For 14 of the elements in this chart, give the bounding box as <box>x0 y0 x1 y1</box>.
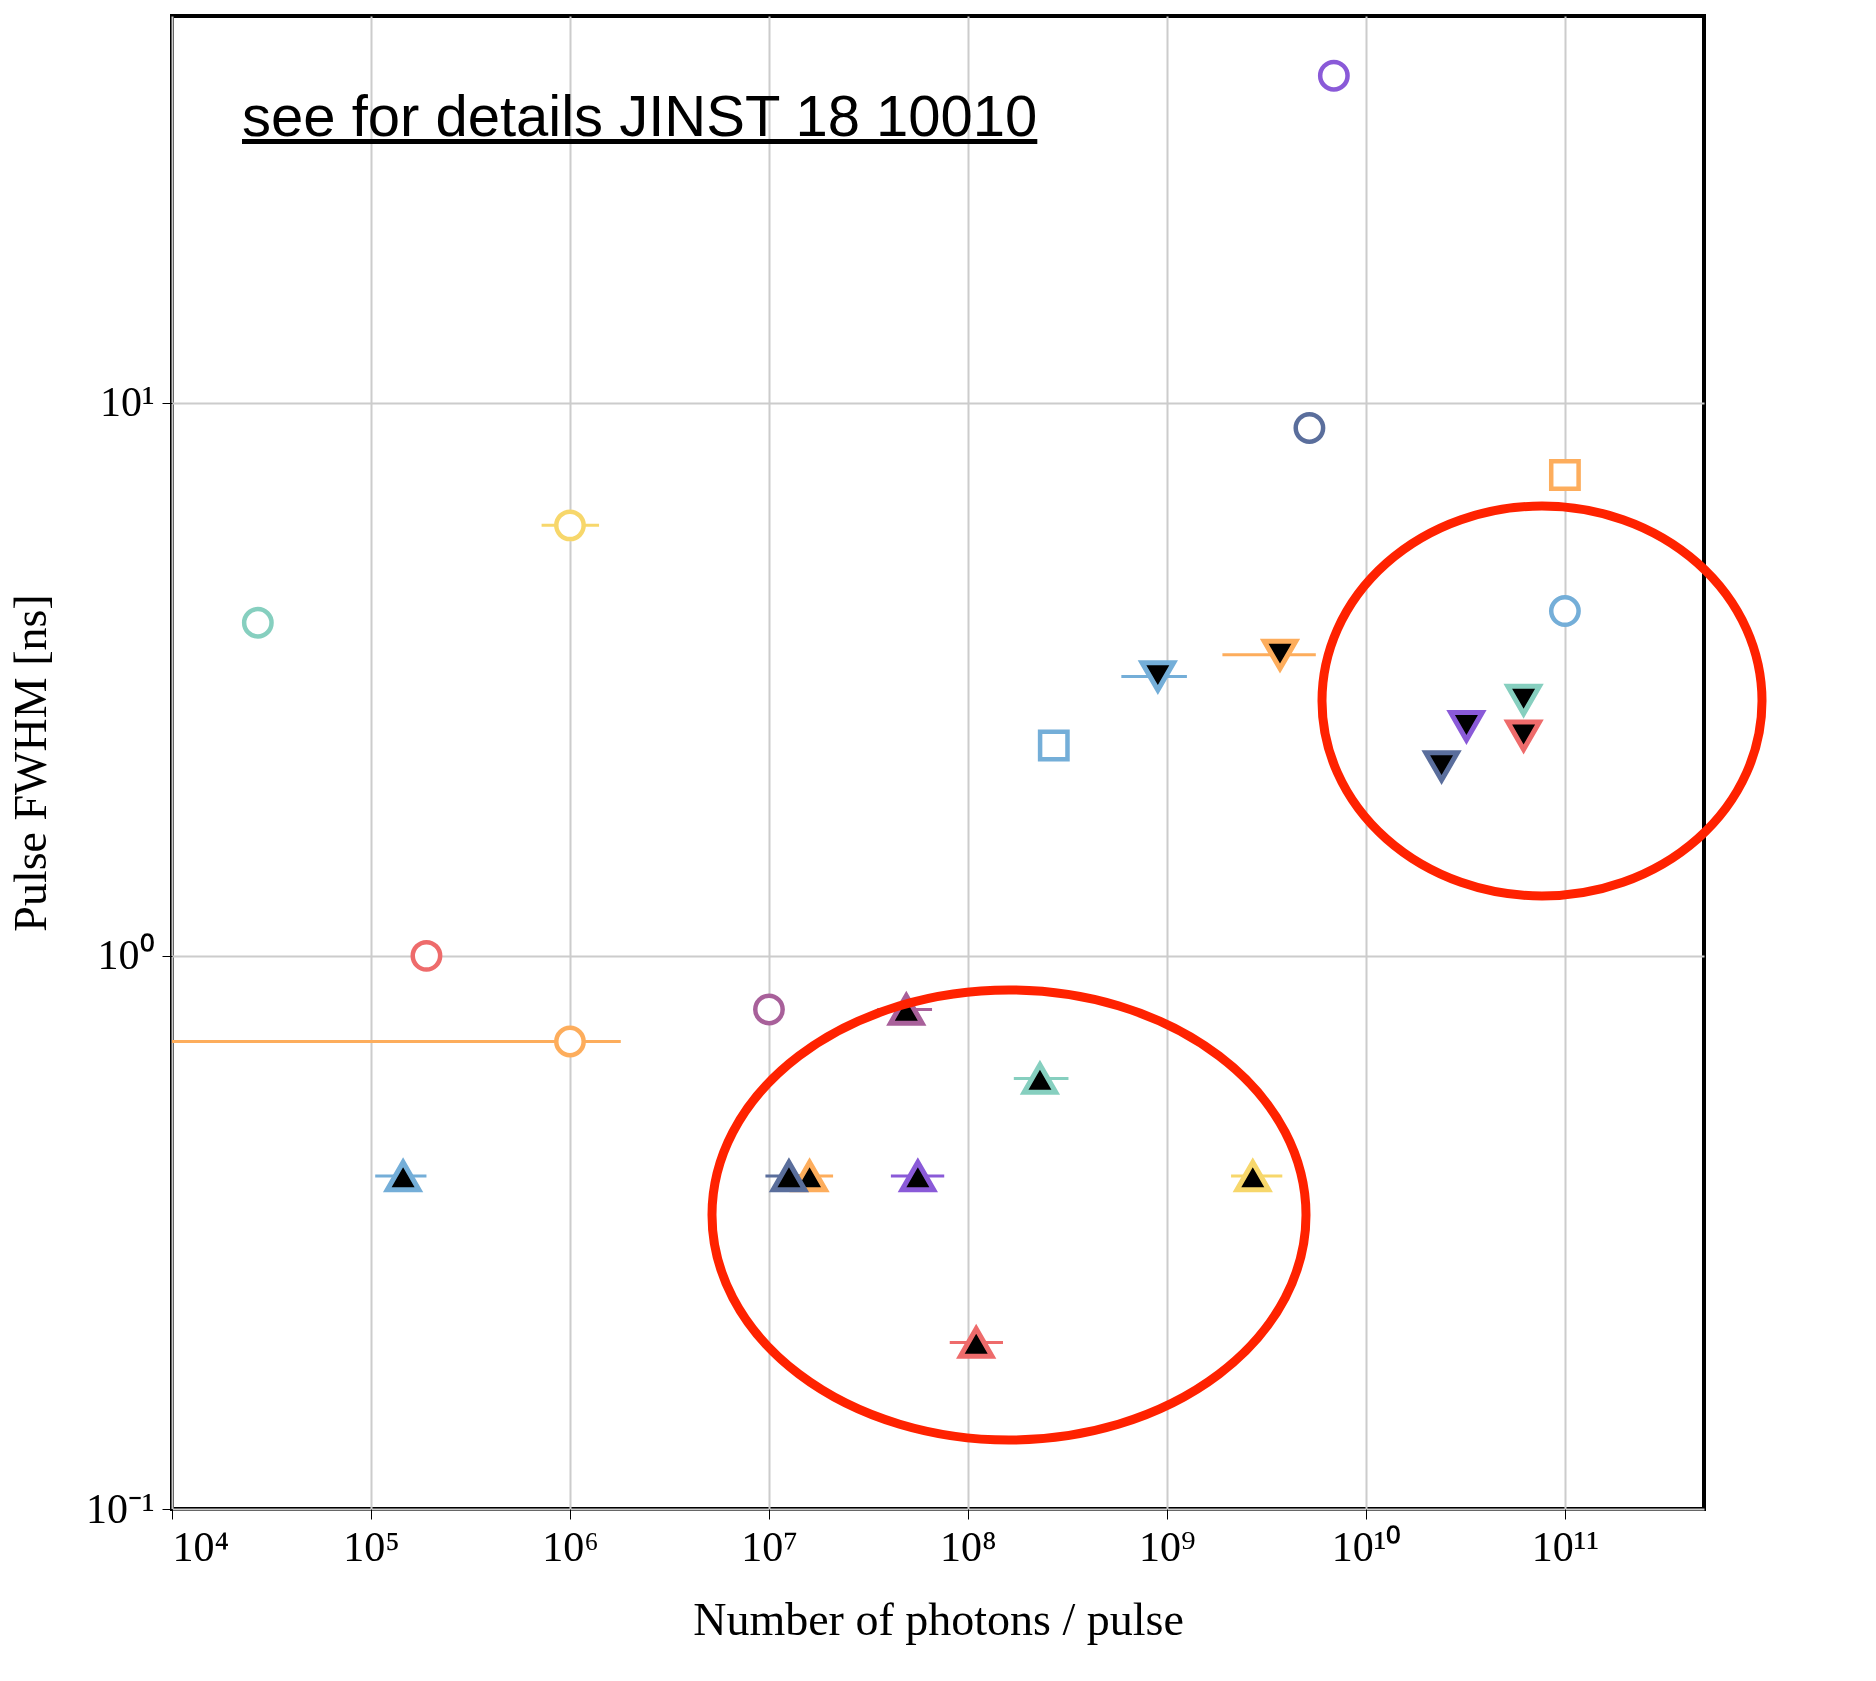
y-tick-label: 10¹ <box>99 379 155 426</box>
x-tick-label: 10⁴ <box>172 1523 230 1570</box>
x-tick-label: 10⁷ <box>741 1523 798 1570</box>
x-tick-label: 10⁶ <box>542 1523 599 1570</box>
x-tick-label: 10¹¹ <box>1531 1523 1600 1570</box>
annotation: see for details JINST 18 10010 <box>242 82 1038 149</box>
x-tick-label: 10⁸ <box>940 1523 997 1570</box>
x-tick-label: 10¹⁰ <box>1331 1523 1402 1570</box>
x-axis-title: Number of photons / pulse <box>693 1593 1184 1645</box>
y-tick-label: 10⁰ <box>97 932 155 979</box>
y-tick-label: 10⁻¹ <box>85 1485 155 1532</box>
x-tick-label: 10⁹ <box>1139 1523 1196 1570</box>
y-axis-title: Pulse FWHM [ns] <box>4 594 56 932</box>
x-tick-label: 10⁵ <box>343 1523 400 1570</box>
